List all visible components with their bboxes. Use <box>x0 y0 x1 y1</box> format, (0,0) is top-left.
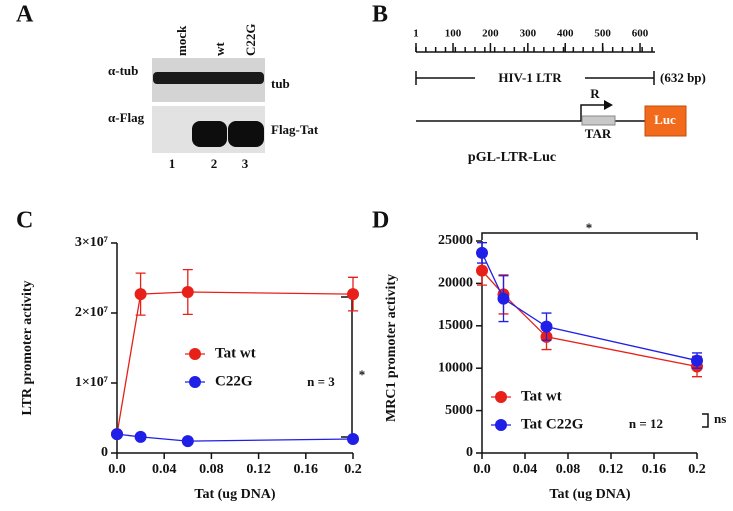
y-tick-label: 2×10⁷ <box>75 305 108 320</box>
label-bg <box>475 70 585 86</box>
y-axis-title: LTR promoter activity <box>20 280 35 415</box>
annotation: ns <box>714 411 726 426</box>
x-tick-label: 0.16 <box>294 462 319 477</box>
legend-marker <box>495 391 507 403</box>
element-label: TAR <box>585 126 612 141</box>
series-line <box>116 433 354 442</box>
ruler: 1 100 200 300 400 500 600 <box>413 28 655 53</box>
panel-letter: A <box>16 2 34 28</box>
x-tick-label: 0.16 <box>642 462 667 477</box>
y-tick-label: 15000 <box>438 318 473 333</box>
ruler-label: 400 <box>557 28 574 40</box>
lane-label: wt <box>212 42 227 56</box>
ruler-label: 600 <box>632 28 649 40</box>
y-tick-label: 1×10⁷ <box>75 375 108 390</box>
band <box>228 121 264 147</box>
panel-letter: D <box>372 208 389 234</box>
tss-arrow <box>580 104 606 121</box>
tar-box <box>581 115 616 126</box>
panel-letter: C <box>16 208 33 234</box>
band <box>153 72 264 84</box>
y-tick-label: 0 <box>466 445 473 460</box>
data-point <box>181 286 194 298</box>
x-tick-label: 0.04 <box>513 462 538 477</box>
data-point <box>111 428 123 441</box>
ruler-label: 200 <box>482 28 499 40</box>
data-point <box>134 288 147 301</box>
length-label: (632 bp) <box>660 70 706 85</box>
lane-label: mock <box>174 25 189 56</box>
x-axis-title: Tat (ug DNA) <box>194 487 275 502</box>
x-tick-label: 0.2 <box>688 462 706 477</box>
x-tick-label: 0.0 <box>473 462 491 477</box>
legend-marker <box>189 348 201 360</box>
data-point <box>497 292 510 305</box>
y-axis-title: MRC1 promoter activity <box>384 274 399 422</box>
data-point <box>347 288 359 301</box>
panel-letter: B <box>372 2 388 28</box>
lane-number: 1 <box>169 156 176 171</box>
reporter-label: Luc <box>654 112 676 127</box>
y-tick-label: 25000 <box>438 233 473 248</box>
antibody-label: α-Flag <box>108 110 145 125</box>
construct-label: pGL-LTR-Luc <box>468 150 556 165</box>
annotation: * <box>586 220 593 235</box>
x-tick-label: 0.08 <box>199 462 224 477</box>
lane-number: 3 <box>242 156 249 171</box>
data-point <box>476 246 488 259</box>
ruler-label: 300 <box>520 28 537 40</box>
y-tick-label: 10000 <box>438 360 473 375</box>
series-line <box>481 252 698 362</box>
x-axis-title: Tat (ug DNA) <box>549 487 630 502</box>
x-tick-label: 0.08 <box>556 462 581 477</box>
ruler-label: 1 <box>413 28 419 40</box>
significance-bracket <box>481 232 698 240</box>
arrow-head <box>604 100 613 110</box>
annotation: n = 3 <box>307 374 335 389</box>
antibody-label: α-tub <box>108 63 138 78</box>
x-tick-label: 0.2 <box>344 462 362 477</box>
significance-bracket <box>341 296 353 438</box>
legend-marker <box>495 419 507 431</box>
y-tick-label: 0 <box>101 445 108 460</box>
legend-label: Tat wt <box>215 345 256 361</box>
y-tick-label: 5000 <box>445 403 473 418</box>
significance-bracket <box>702 413 709 428</box>
y-tick-label: 3×10⁷ <box>75 235 108 250</box>
ruler-label: 100 <box>445 28 462 40</box>
band-label: Flag-Tat <box>271 122 319 137</box>
data-point <box>476 264 488 277</box>
start-label: R <box>590 86 600 101</box>
annotation: n = 12 <box>629 416 663 431</box>
legend-label: C22G <box>215 373 253 389</box>
x-tick-label: 0.12 <box>599 462 624 477</box>
series-line <box>116 291 354 435</box>
ruler-label: 500 <box>594 28 611 40</box>
x-tick-label: 0.0 <box>108 462 126 477</box>
band-label: tub <box>271 76 290 91</box>
legend-marker <box>189 376 201 388</box>
x-tick-label: 0.04 <box>152 462 177 477</box>
lane-number: 2 <box>211 156 218 171</box>
luc-box <box>644 105 687 137</box>
series-line <box>481 270 698 368</box>
legend-label: Tat wt <box>521 388 562 404</box>
region-label: HIV-1 LTR <box>498 70 562 85</box>
x-tick-label: 0.12 <box>246 462 271 477</box>
legend-label: Tat C22G <box>521 416 584 432</box>
data-point <box>181 435 194 448</box>
data-point <box>134 430 147 443</box>
data-point <box>691 354 703 367</box>
data-point <box>540 320 553 333</box>
y-tick-label: 20000 <box>438 276 473 291</box>
data-point <box>347 433 359 445</box>
band <box>192 121 227 147</box>
lane-label: C22G <box>243 24 258 57</box>
annotation: * <box>359 367 366 382</box>
